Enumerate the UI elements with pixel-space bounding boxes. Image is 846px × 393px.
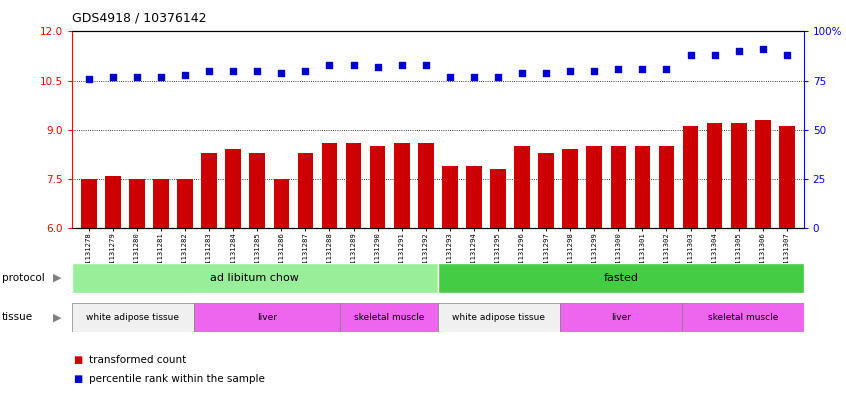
Bar (394, 143, 409, 228)
Point (275, 70, 288, 76)
Point (202, 68, 216, 74)
Bar (225, 149, 241, 228)
Text: percentile rank within the sample: percentile rank within the sample (89, 374, 265, 384)
Bar (340, 303, 438, 332)
Point (443, 73, 457, 80)
Bar (438, 263, 804, 293)
Bar (659, 146, 674, 228)
Bar (563, 149, 578, 228)
Bar (560, 303, 682, 332)
Bar (153, 179, 169, 228)
Text: white adipose tissue: white adipose tissue (453, 313, 546, 322)
Point (660, 66, 673, 72)
Text: liver: liver (611, 313, 631, 322)
Bar (634, 146, 651, 228)
Text: liver: liver (257, 313, 277, 322)
Bar (682, 303, 804, 332)
Bar (346, 143, 361, 228)
Text: fasted: fasted (603, 273, 638, 283)
Text: white adipose tissue: white adipose tissue (86, 313, 179, 322)
Text: skeletal muscle: skeletal muscle (707, 313, 778, 322)
Point (515, 70, 529, 76)
Bar (194, 303, 340, 332)
Point (540, 70, 553, 76)
Point (130, 73, 144, 80)
Point (371, 64, 384, 70)
Bar (250, 152, 265, 228)
Text: protocol: protocol (2, 273, 45, 283)
Text: ■: ■ (74, 374, 83, 384)
Bar (538, 152, 554, 228)
Point (732, 48, 745, 54)
Bar (706, 123, 722, 228)
Point (708, 52, 722, 58)
Point (154, 73, 168, 80)
Point (492, 73, 505, 80)
Point (179, 72, 192, 78)
Point (635, 66, 649, 72)
Point (756, 46, 770, 52)
Bar (514, 146, 530, 228)
Text: ▶: ▶ (53, 273, 62, 283)
Text: skeletal muscle: skeletal muscle (354, 313, 424, 322)
Bar (370, 146, 386, 228)
Text: ad libitum chow: ad libitum chow (211, 273, 299, 283)
Bar (418, 143, 434, 228)
Point (467, 73, 481, 80)
Bar (438, 303, 560, 332)
Point (82, 75, 96, 82)
Point (347, 62, 360, 68)
Bar (611, 146, 626, 228)
Bar (81, 179, 96, 228)
Point (250, 68, 264, 74)
Bar (321, 143, 338, 228)
Point (106, 73, 119, 80)
Bar (683, 127, 699, 228)
Bar (586, 146, 602, 228)
Point (612, 66, 625, 72)
Bar (755, 120, 771, 228)
Bar (72, 303, 194, 332)
Bar (490, 169, 506, 228)
Point (684, 52, 697, 58)
Text: GDS4918 / 10376142: GDS4918 / 10376142 (72, 12, 206, 25)
Bar (201, 152, 217, 228)
Bar (466, 166, 481, 228)
Point (419, 62, 432, 68)
Bar (129, 179, 145, 228)
Point (587, 68, 601, 74)
Bar (779, 127, 794, 228)
Point (322, 62, 336, 68)
Point (780, 52, 794, 58)
Bar (273, 179, 289, 228)
Point (299, 68, 312, 74)
Bar (442, 166, 458, 228)
Text: transformed count: transformed count (89, 354, 186, 365)
Bar (177, 179, 193, 228)
Point (563, 68, 577, 74)
Bar (298, 152, 313, 228)
Bar (72, 263, 438, 293)
Point (395, 62, 409, 68)
Point (227, 68, 240, 74)
Text: ▶: ▶ (53, 312, 62, 322)
Bar (731, 123, 746, 228)
Text: ■: ■ (74, 354, 83, 365)
Bar (105, 176, 121, 228)
Text: tissue: tissue (2, 312, 33, 322)
